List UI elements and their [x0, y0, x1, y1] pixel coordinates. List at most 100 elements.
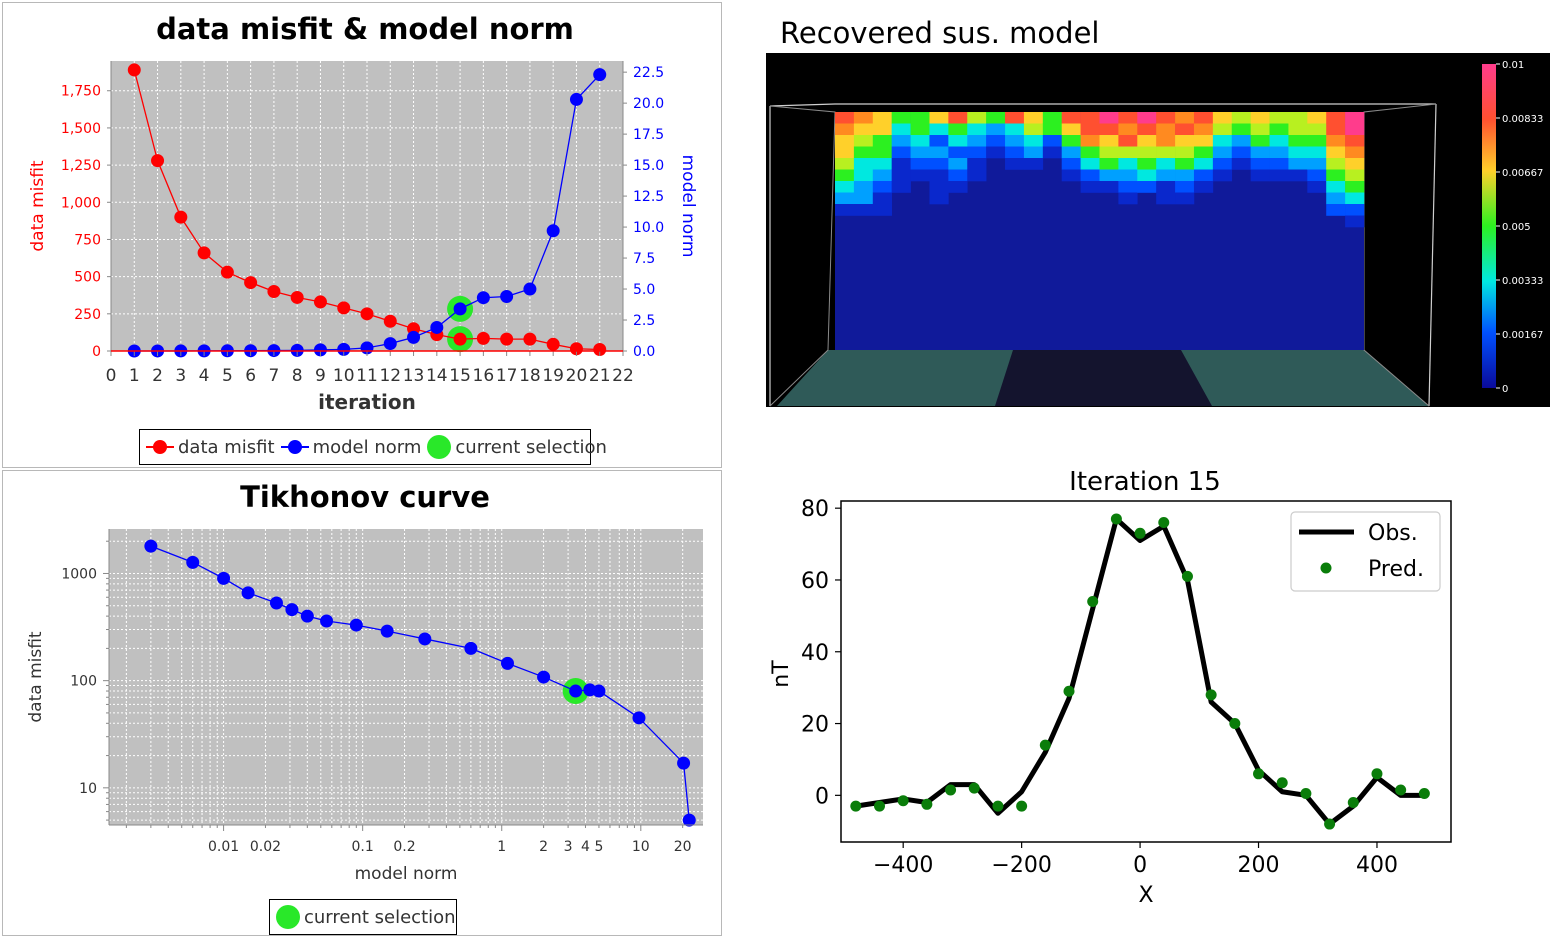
data-point — [546, 337, 560, 351]
tikhonov-panel: Tikhonov curve 0.01 0.02 0.1 0.2 1 2 3 4 5 10 20 10… — [2, 470, 722, 936]
model-cell — [1231, 135, 1251, 147]
pred-point — [1063, 685, 1075, 697]
model-cell — [1118, 192, 1138, 205]
model-cell — [1345, 158, 1365, 170]
model-cell — [853, 112, 874, 124]
data-point — [682, 813, 696, 827]
axes: 0.01 0.02 0.1 0.2 1 2 3 4 5 10 20 10 100 1000 — [61, 529, 703, 855]
data-point — [127, 63, 141, 77]
x-tick-label: 200 — [1238, 853, 1280, 878]
model-cell — [910, 158, 930, 170]
model-cell — [1212, 158, 1233, 170]
legend-label: data misfit — [178, 436, 275, 458]
model-cell — [891, 181, 911, 193]
model-cell — [1118, 181, 1138, 193]
x-tick-label: 16 — [473, 366, 495, 386]
data-point — [430, 320, 444, 334]
model-cell — [1061, 135, 1081, 147]
model-cell — [1175, 146, 1195, 159]
y-tick-label: 80 — [801, 497, 829, 522]
y-left-tick-label: 0 — [92, 344, 101, 360]
x-tick-label: 19 — [542, 366, 564, 386]
y-right-tick-label: 22.5 — [633, 65, 664, 81]
y-right-tick-label: 0.0 — [633, 344, 655, 360]
legend-item-current-selection: current selection — [427, 435, 607, 459]
model-cell — [1023, 135, 1044, 147]
x-tick-label: 6 — [245, 366, 256, 386]
model-cell — [872, 169, 892, 182]
x-tick-label: 20 — [674, 839, 692, 855]
model-cell — [1231, 112, 1251, 124]
y-right-tick-label: 10.0 — [633, 220, 664, 236]
x-tick-label: 3 — [564, 839, 573, 855]
model-cell — [929, 123, 949, 136]
data-point — [383, 337, 397, 351]
x-tick-label: 21 — [589, 366, 611, 386]
tikhonov-chart[interactable]: Tikhonov curve 0.01 0.02 0.1 0.2 1 2 3 4 5 10 20 10… — [3, 471, 723, 937]
x-tick-label: 1 — [497, 839, 506, 855]
legend: data misfit model norm current selection — [139, 429, 607, 465]
y-left-tick-label: 1,500 — [61, 121, 101, 137]
model-cell — [1005, 158, 1025, 170]
data-point — [464, 641, 478, 655]
model-cell — [872, 192, 892, 205]
data-point — [217, 571, 231, 585]
model-cell — [986, 112, 1006, 124]
model-cell — [1326, 204, 1346, 216]
profile-panel: Iteration 15 −400 −200 0 200 400 0 20 40 60 80 X … — [730, 456, 1550, 936]
model-cell — [872, 181, 892, 193]
model-cell — [948, 169, 968, 182]
model-cell — [1080, 181, 1100, 193]
misfit-norm-chart[interactable]: data misfit & model norm 0 1 2 3 4 5 6 7 8 9 10 11 1… — [3, 3, 723, 469]
x-tick-label: 0 — [106, 366, 117, 386]
model-cell — [910, 123, 930, 136]
legend: current selection — [269, 899, 457, 935]
model-cell — [1193, 169, 1214, 182]
misfit-norm-panel: data misfit & model norm 0 1 2 3 4 5 6 7 8 9 10 11 1… — [2, 2, 722, 468]
model-cell — [1156, 192, 1176, 205]
model-cell — [1326, 146, 1346, 159]
data-point — [220, 265, 234, 279]
legend-label: model norm — [312, 436, 422, 458]
model-cell — [1307, 123, 1327, 136]
data-point — [418, 632, 432, 646]
data-point — [197, 246, 211, 260]
green-circle-icon — [276, 905, 300, 929]
model-cell — [986, 146, 1006, 159]
model-view[interactable]: Recovered sus. model 0.010.008330.006670… — [730, 0, 1550, 410]
pred-point — [873, 800, 885, 812]
x-tick-label: 11 — [356, 366, 378, 386]
grid — [109, 529, 703, 825]
y-tick-label: 40 — [801, 641, 829, 666]
legend-label: current selection — [455, 436, 607, 458]
pred-point — [1276, 777, 1288, 789]
model-cell — [1156, 135, 1176, 147]
data-point — [500, 656, 514, 670]
y-right-tick-label: 15.0 — [633, 158, 664, 174]
model-cell — [1250, 169, 1270, 182]
model-cell — [891, 158, 911, 170]
model-cell — [1042, 146, 1063, 159]
model-cell — [1193, 146, 1214, 159]
pred-point — [945, 784, 957, 796]
model-cell — [929, 192, 949, 205]
model-cell — [1307, 158, 1327, 170]
model-cell — [1137, 123, 1157, 136]
data-point — [593, 343, 607, 357]
model-cell — [1175, 192, 1195, 205]
data-point — [380, 624, 394, 638]
pred-point — [1181, 570, 1193, 582]
data-point — [383, 314, 397, 328]
model-cell — [929, 135, 949, 147]
data-point — [174, 210, 188, 224]
y-tick-label: 20 — [801, 713, 829, 738]
model-cell — [1137, 158, 1157, 170]
model-cell — [929, 158, 949, 170]
model-cell — [1118, 112, 1138, 124]
model-cell — [910, 169, 930, 182]
model-cell — [1212, 135, 1233, 147]
green-circle-icon — [427, 435, 452, 459]
model-cell — [1118, 135, 1138, 147]
y-right-tick-label: 7.5 — [633, 251, 655, 267]
